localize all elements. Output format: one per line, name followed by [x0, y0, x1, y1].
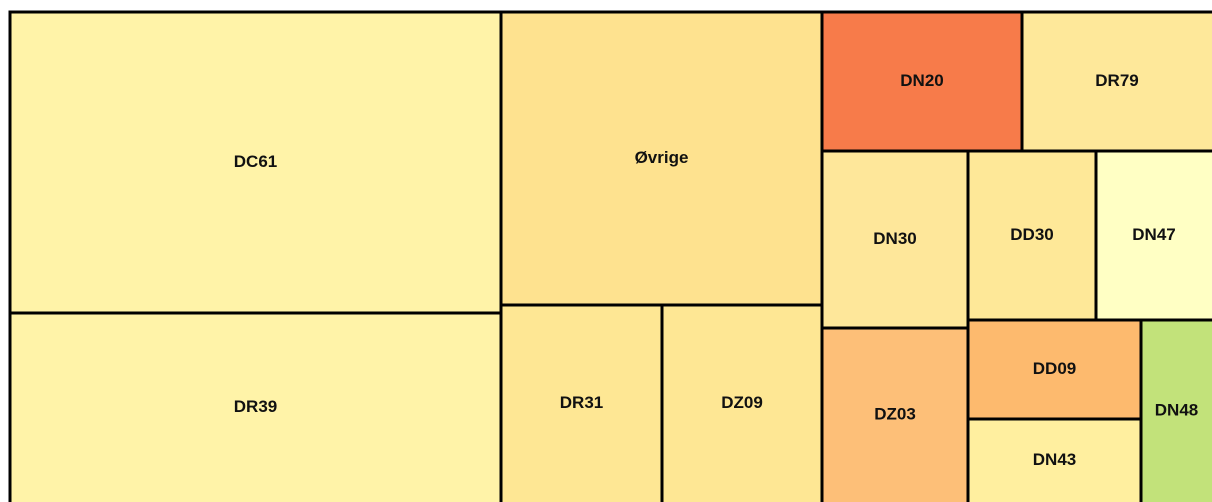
tile-label: DC61 [234, 152, 277, 171]
tile [820, 10, 1024, 153]
tile-label: DN20 [900, 71, 943, 90]
tile-label: DR39 [234, 397, 277, 416]
tile-label: DR31 [560, 393, 603, 412]
tile [966, 318, 1143, 421]
tile [1139, 318, 1212, 502]
tile-label: DD30 [1010, 225, 1053, 244]
tile-label: DR79 [1095, 71, 1138, 90]
tile [966, 149, 1098, 322]
tile [499, 303, 664, 502]
tile-label: DN47 [1132, 225, 1175, 244]
tile-label: DD09 [1033, 359, 1076, 378]
tile-label: DZ09 [721, 393, 763, 412]
tile-label: Øvrige [635, 148, 689, 167]
tile-label: DN30 [873, 229, 916, 248]
tile [1094, 149, 1212, 322]
tile-label: DZ03 [874, 404, 916, 423]
tile [8, 311, 503, 502]
tile-label: DN48 [1155, 400, 1198, 419]
tile-label: DN43 [1033, 450, 1076, 469]
tile [8, 10, 503, 315]
